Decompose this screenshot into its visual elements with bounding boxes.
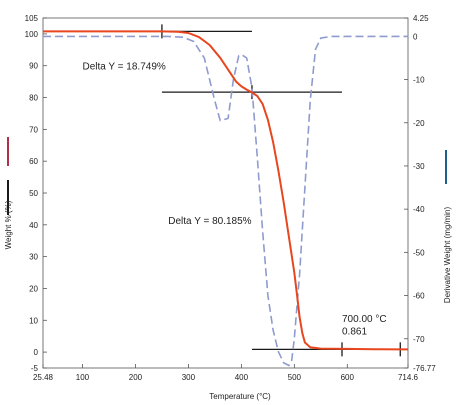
y-left-tick-label: 105 [25, 14, 39, 23]
x-tick-label: 600 [341, 373, 355, 382]
x-tick-label: 400 [235, 373, 249, 382]
axes-layer: 25.48 100 200 300 400 500 600 714.6105100908070… [7, 14, 447, 382]
y-right-tick-label: -50 [413, 248, 425, 257]
y-left-tick-label: 10 [29, 316, 38, 325]
y-right-tick-label: -20 [413, 119, 425, 128]
y-right-tick-label: -70 [413, 335, 425, 344]
x-tick-label: 714.6 [398, 373, 419, 382]
y-right-tick-label: 4.25 [413, 14, 429, 23]
y-left-tick-label: 0 [34, 348, 39, 357]
y-left-axis-title: Weight % (%) [4, 200, 13, 249]
x-tick-label: 25.48 [33, 373, 54, 382]
annotation-label: Delta Y = 80.185% [168, 216, 251, 227]
x-axis-title: Temperature (°C) [209, 392, 271, 401]
reference-lines-layer [43, 24, 408, 357]
x-tick-label: 100 [76, 373, 90, 382]
y-left-tick-label: 70 [29, 125, 38, 134]
y-left-tick-label: 100 [25, 30, 39, 39]
y-left-tick-label: -5 [31, 364, 39, 373]
y-right-tick-label: -60 [413, 292, 425, 301]
x-tick-label: 500 [288, 373, 302, 382]
y-left-tick-label: 60 [29, 157, 38, 166]
y-left-tick-label: 80 [29, 94, 38, 103]
y-left-tick-label: 50 [29, 189, 38, 198]
y-right-tick-label: -76.77 [413, 364, 436, 373]
y-right-tick-label: -40 [413, 205, 425, 214]
derivative-weight-series-line [43, 35, 408, 367]
y-left-tick-label: 40 [29, 221, 38, 230]
annotations-layer: Delta Y = 18.749% Delta Y = 80.185% 700.00… [82, 62, 386, 338]
x-tick-label: 200 [129, 373, 143, 382]
y-right-tick-label: 0 [413, 32, 418, 41]
y-left-tick-label: 20 [29, 284, 38, 293]
weight-percent-series-line [43, 30, 408, 351]
annotation-label: Delta Y = 18.749% [82, 62, 165, 73]
y-left-tick-label: 90 [29, 62, 38, 71]
annotation-label: 700.00 °C [342, 314, 387, 325]
y-right-tick-label: -30 [413, 162, 425, 171]
series-layer [43, 30, 408, 367]
y-right-tick-label: -10 [413, 76, 425, 85]
annotation-label: 0.861 [342, 327, 367, 338]
y-right-axis-title: Derivative Weight (mg/min) [443, 207, 452, 304]
y-left-tick-label: 30 [29, 253, 38, 262]
x-tick-label: 300 [182, 373, 196, 382]
